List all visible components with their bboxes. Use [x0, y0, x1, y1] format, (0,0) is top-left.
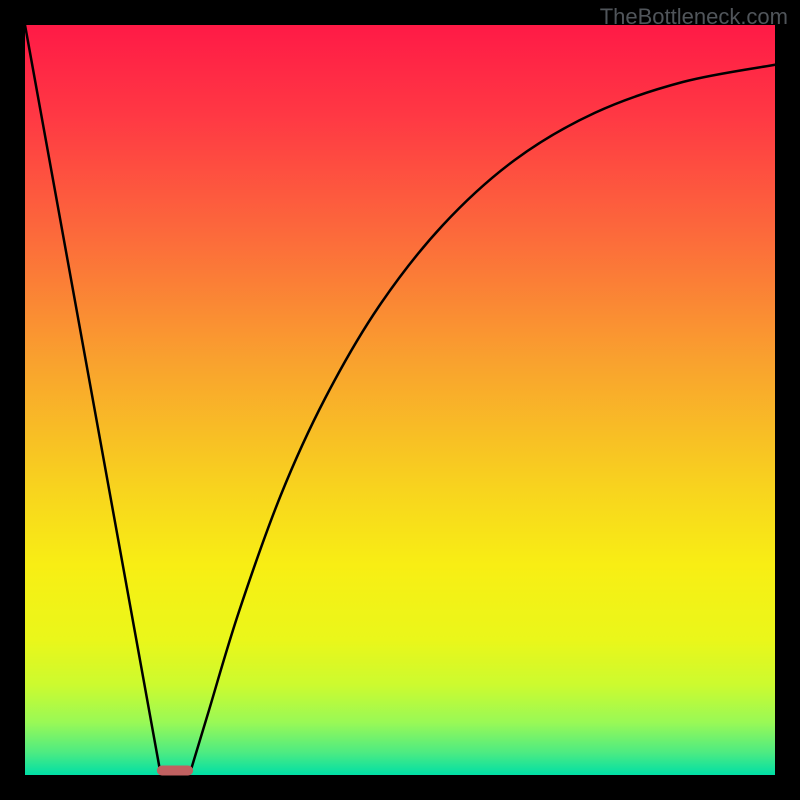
chart-root: TheBottleneck.com: [0, 0, 800, 800]
chart-svg: [0, 0, 800, 800]
watermark-text: TheBottleneck.com: [600, 4, 788, 30]
bottleneck-marker: [157, 766, 192, 775]
chart-plot-background: [25, 25, 775, 775]
